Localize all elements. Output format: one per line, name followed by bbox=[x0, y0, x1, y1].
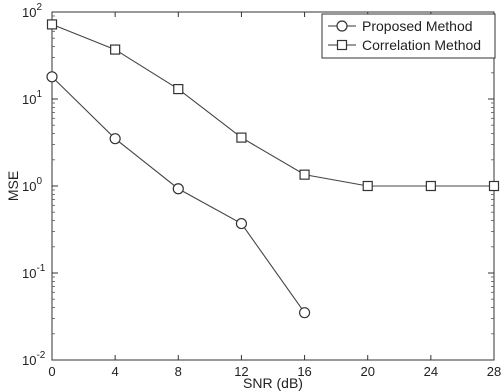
y-tick-base: 10 bbox=[22, 179, 36, 194]
series-layer bbox=[46, 19, 500, 319]
x-tick-labels: 0 4 8 12 16 20 24 28 bbox=[48, 364, 501, 379]
legend-label: Correlation Method bbox=[362, 37, 481, 53]
x-tick-label: 16 bbox=[297, 364, 311, 379]
series-1 bbox=[46, 19, 500, 192]
x-tick-label: 28 bbox=[487, 364, 501, 379]
series-0 bbox=[46, 71, 311, 319]
y-tick-base: 10 bbox=[22, 92, 36, 107]
x-tick-label: 4 bbox=[112, 364, 119, 379]
y-tick-label: 100 bbox=[22, 176, 42, 194]
series-line bbox=[51, 23, 494, 187]
y-tick-base: 10 bbox=[22, 266, 36, 281]
circle-marker bbox=[46, 71, 58, 83]
circle-marker bbox=[235, 217, 248, 230]
legend-label: Proposed Method bbox=[362, 18, 473, 34]
x-tick-label: 8 bbox=[175, 364, 182, 379]
legend-box bbox=[321, 13, 496, 59]
y-tick-exponent: -1 bbox=[36, 263, 45, 274]
y-tick-exponent: 0 bbox=[36, 176, 42, 187]
y-tick-label: 10-2 bbox=[22, 350, 46, 368]
circle-marker bbox=[298, 307, 311, 319]
y-tick-label: 102 bbox=[22, 2, 42, 20]
square-marker bbox=[236, 132, 247, 143]
square-marker bbox=[110, 44, 121, 55]
x-tick-label: 12 bbox=[234, 364, 248, 379]
circle-marker bbox=[109, 133, 121, 145]
circle-marker bbox=[172, 183, 184, 195]
square-marker bbox=[46, 19, 58, 30]
y-tick-exponent: -2 bbox=[36, 350, 45, 361]
y-axis-label: MSE bbox=[5, 171, 21, 201]
x-tick-label: 20 bbox=[360, 364, 374, 379]
legend: Proposed Method Correlation Method bbox=[321, 13, 496, 59]
y-tick-label: 101 bbox=[22, 89, 42, 107]
legend-square-marker bbox=[336, 39, 348, 51]
square-marker bbox=[425, 180, 436, 192]
y-tick-base: 10 bbox=[22, 353, 36, 368]
x-tick-label: 0 bbox=[48, 364, 55, 379]
square-marker bbox=[362, 180, 373, 192]
y-tick-base: 10 bbox=[22, 5, 36, 20]
x-tick-label: 24 bbox=[424, 364, 438, 379]
y-tick-label: 10-1 bbox=[22, 263, 46, 281]
square-marker bbox=[173, 83, 184, 95]
legend-circle-marker bbox=[336, 20, 348, 32]
y-tick-exponent: 1 bbox=[36, 89, 42, 100]
y-tick-exponent: 2 bbox=[36, 2, 42, 13]
square-marker bbox=[488, 180, 500, 192]
x-axis-label: SNR (dB) bbox=[243, 375, 303, 391]
square-marker bbox=[299, 169, 310, 180]
